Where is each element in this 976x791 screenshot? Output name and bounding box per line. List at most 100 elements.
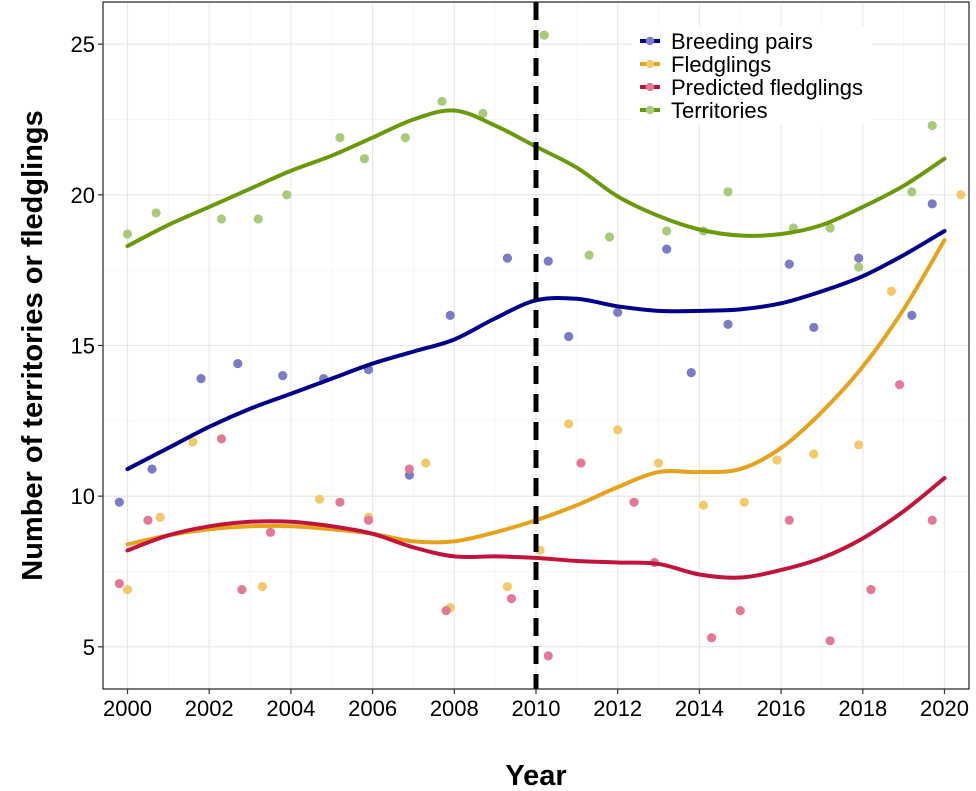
x-tick-label: 2014 <box>675 696 724 721</box>
x-tick-label: 2012 <box>593 696 642 721</box>
x-tick-label: 2004 <box>266 696 315 721</box>
x-tick-label: 2010 <box>512 696 561 721</box>
legend-key-point-territories <box>645 105 655 115</box>
point-territories <box>478 108 488 119</box>
point-breeding-pairs <box>564 331 574 342</box>
point-breeding-pairs <box>445 310 455 320</box>
y-axis-title: Number of territories or fledglings <box>17 110 49 581</box>
y-tick-label: 25 <box>71 32 95 57</box>
point-predicted-fledglings <box>114 578 124 589</box>
point-breeding-pairs <box>613 307 623 317</box>
legend-label-fledglings: Fledglings <box>671 52 771 77</box>
point-breeding-pairs <box>809 322 819 333</box>
legend-key-point-fledglings <box>645 59 655 69</box>
point-territories <box>359 154 370 164</box>
point-territories <box>604 232 615 242</box>
point-fledglings <box>772 455 782 465</box>
y-tick-label: 5 <box>83 635 95 660</box>
point-predicted-fledglings <box>927 515 937 525</box>
point-breeding-pairs <box>147 464 157 474</box>
point-predicted-fledglings <box>404 464 414 474</box>
point-fledglings <box>188 437 198 447</box>
point-fledglings <box>257 581 267 592</box>
trend-line-breeding-pairs <box>125 229 947 472</box>
trend-line-predicted-fledglings <box>125 476 947 580</box>
x-tick-label: 2020 <box>920 696 969 721</box>
point-predicted-fledglings <box>216 434 227 444</box>
point-predicted-fledglings <box>735 606 745 616</box>
y-tick-label: 15 <box>71 334 95 359</box>
point-territories <box>723 187 733 197</box>
point-territories <box>282 190 292 200</box>
point-territories <box>151 208 161 218</box>
point-fledglings <box>956 190 966 200</box>
x-tick-label: 2008 <box>430 696 479 721</box>
x-tick-label: 2002 <box>185 696 234 721</box>
point-breeding-pairs <box>196 374 206 384</box>
point-breeding-pairs <box>907 310 917 320</box>
point-breeding-pairs <box>854 253 864 263</box>
point-fledglings <box>739 497 749 507</box>
point-territories <box>584 250 594 260</box>
x-axis-title: Year <box>505 760 566 791</box>
point-breeding-pairs <box>784 259 794 269</box>
point-fledglings <box>613 425 623 435</box>
point-breeding-pairs <box>927 199 937 209</box>
point-predicted-fledglings <box>335 497 345 507</box>
point-fledglings <box>502 581 513 592</box>
legend-key-point-predicted-fledglings <box>645 82 655 92</box>
point-predicted-fledglings <box>784 515 794 525</box>
point-predicted-fledglings <box>363 515 374 525</box>
point-breeding-pairs <box>114 497 124 507</box>
point-fledglings <box>653 458 664 468</box>
point-territories <box>216 214 227 224</box>
point-breeding-pairs <box>543 256 553 266</box>
legend-background <box>632 26 872 124</box>
point-breeding-pairs <box>662 244 672 254</box>
point-fledglings <box>809 449 819 459</box>
point-fledglings <box>421 458 431 468</box>
point-predicted-fledglings <box>707 633 717 643</box>
point-fledglings <box>886 286 896 296</box>
point-predicted-fledglings <box>866 584 876 595</box>
y-tick-label: 10 <box>71 484 95 509</box>
x-tick-label: 2018 <box>838 696 887 721</box>
point-fledglings <box>698 500 709 510</box>
point-fledglings <box>564 419 574 429</box>
point-fledglings <box>854 440 864 450</box>
legend-label-territories: Territories <box>671 98 768 123</box>
point-predicted-fledglings <box>237 584 247 595</box>
point-breeding-pairs <box>278 371 288 381</box>
point-territories <box>335 132 345 143</box>
point-predicted-fledglings <box>543 651 553 661</box>
point-breeding-pairs <box>723 319 733 330</box>
point-territories <box>927 120 937 131</box>
point-breeding-pairs <box>686 368 696 378</box>
ticks-layer: 2000 2002 2004 2006 2008 2010 2012 2014 2016 2018… <box>71 32 969 721</box>
point-fledglings <box>155 512 165 522</box>
point-territories <box>854 262 864 272</box>
legend-key-point-breeding-pairs <box>645 36 655 46</box>
point-territories <box>907 187 917 197</box>
point-territories <box>400 132 410 143</box>
y-tick-label: 20 <box>71 183 95 208</box>
legend-label-breeding-pairs: Breeding pairs <box>671 29 813 54</box>
point-territories <box>825 223 835 233</box>
point-territories <box>437 96 447 107</box>
point-predicted-fledglings <box>576 458 586 468</box>
point-fledglings <box>314 494 325 504</box>
legend-label-predicted-fledglings: Predicted fledglings <box>671 75 863 100</box>
x-tick-label: 2006 <box>348 696 397 721</box>
points-layer <box>114 30 966 661</box>
point-territories <box>122 229 133 239</box>
point-predicted-fledglings <box>441 606 451 616</box>
point-territories <box>253 214 263 224</box>
point-territories <box>539 30 549 40</box>
point-predicted-fledglings <box>894 380 905 390</box>
point-predicted-fledglings <box>506 594 517 604</box>
x-tick-label: 2000 <box>103 696 152 721</box>
point-breeding-pairs <box>233 358 243 369</box>
point-predicted-fledglings <box>629 497 639 507</box>
